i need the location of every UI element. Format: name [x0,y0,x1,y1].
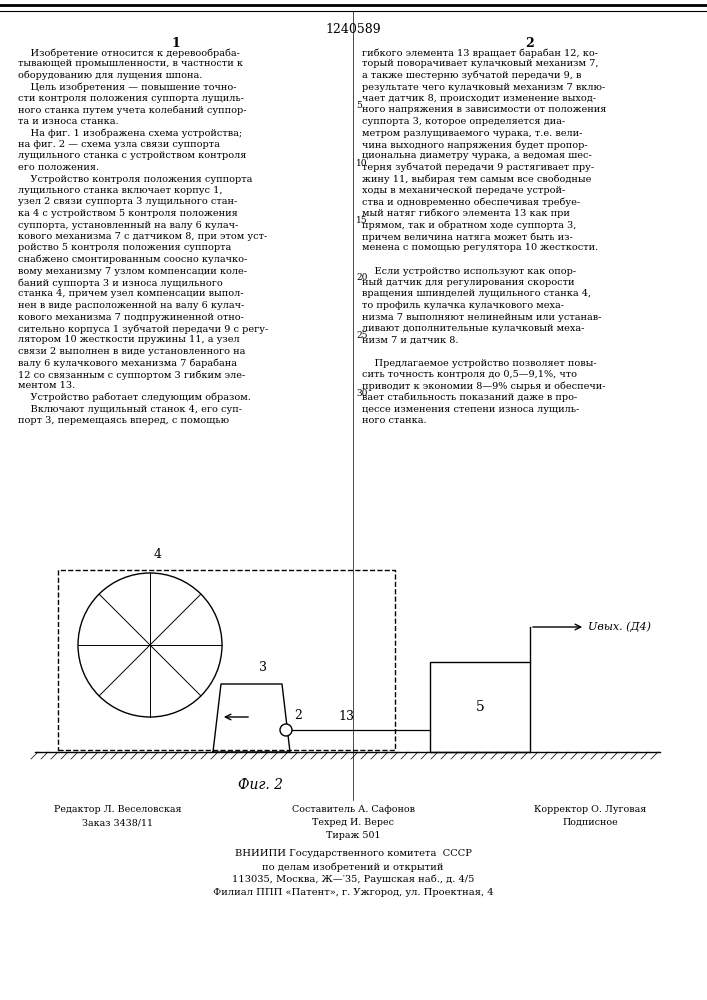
Text: а также шестерню зубчатой передачи 9, в: а также шестерню зубчатой передачи 9, в [362,71,581,81]
Text: низм 7 и датчик 8.: низм 7 и датчик 8. [362,336,459,344]
Text: метром разлущиваемого чурака, т.е. вели-: метром разлущиваемого чурака, т.е. вели- [362,128,583,137]
Text: цессе изменения степени износа лущиль-: цессе изменения степени износа лущиль- [362,404,579,414]
Text: чина выходного напряжения будет пропор-: чина выходного напряжения будет пропор- [362,140,588,149]
Text: кового механизма 7 с датчиком 8, при этом уст-: кового механизма 7 с датчиком 8, при это… [18,232,267,241]
Text: ный датчик для регулирования скорости: ный датчик для регулирования скорости [362,278,575,287]
Text: тывающей промышленности, в частности к: тывающей промышленности, в частности к [18,60,243,68]
Text: чает датчик 8, происходит изменение выход-: чает датчик 8, происходит изменение выхо… [362,94,596,103]
Text: вому механизму 7 узлом компенсации коле-: вому механизму 7 узлом компенсации коле- [18,266,247,275]
Text: низма 7 выполняют нелинейным или устанав-: низма 7 выполняют нелинейным или устанав… [362,312,602,322]
Text: 3: 3 [259,661,267,674]
Text: 25: 25 [356,331,368,340]
Text: станка 4, причем узел компенсации выпол-: станка 4, причем узел компенсации выпол- [18,290,243,298]
Text: 20: 20 [356,273,368,282]
Text: баний суппорта 3 и износа лущильного: баний суппорта 3 и износа лущильного [18,278,223,288]
Text: нен в виде расположенной на валу 6 кулач-: нен в виде расположенной на валу 6 кулач… [18,301,244,310]
Text: 1: 1 [172,37,180,50]
Text: 10: 10 [356,158,368,167]
Text: 5: 5 [476,700,484,714]
Text: ка 4 с устройством 5 контроля положения: ка 4 с устройством 5 контроля положения [18,209,238,218]
Text: 4: 4 [154,548,162,561]
Text: ства и одновременно обеспечивая требуе-: ства и одновременно обеспечивая требуе- [362,198,580,207]
Text: причем величина натяга может быть из-: причем величина натяга может быть из- [362,232,573,241]
Text: терня зубчатой передачи 9 растягивает пру-: терня зубчатой передачи 9 растягивает пр… [362,163,594,172]
Text: 12 со связанным с суппортом 3 гибким эле-: 12 со связанным с суппортом 3 гибким эле… [18,370,245,379]
Text: Тираж 501: Тираж 501 [326,831,380,840]
Text: сительно корпуса 1 зубчатой передачи 9 с регу-: сительно корпуса 1 зубчатой передачи 9 с… [18,324,268,334]
Bar [58,570,395,750]
Text: 13: 13 [338,710,354,723]
Text: 2: 2 [525,37,534,50]
Text: Предлагаемое устройство позволяет повы-: Предлагаемое устройство позволяет повы- [362,359,597,367]
Text: порт 3, перемещаясь вперед, с помощью: порт 3, перемещаясь вперед, с помощью [18,416,229,425]
Text: ливают дополнительные кулачковый меха-: ливают дополнительные кулачковый меха- [362,324,585,333]
Text: снабжено смонтированным соосно кулачко-: снабжено смонтированным соосно кулачко- [18,255,247,264]
Text: Если устройство используют как опор-: Если устройство используют как опор- [362,266,576,275]
Text: жину 11, выбирая тем самым все свободные: жину 11, выбирая тем самым все свободные [362,174,591,184]
Text: сти контроля положения суппорта лущиль-: сти контроля положения суппорта лущиль- [18,94,244,103]
Text: Uвых. (Д4): Uвых. (Д4) [588,622,651,632]
Text: ВНИИПИ Государственного комитета  СССР: ВНИИПИ Государственного комитета СССР [235,849,472,858]
Text: вращения шпинделей лущильного станка 4,: вращения шпинделей лущильного станка 4, [362,290,591,298]
Text: вает стабильность показаний даже в про-: вает стабильность показаний даже в про- [362,393,577,402]
Text: На фиг. 1 изображена схема устройства;: На фиг. 1 изображена схема устройства; [18,128,242,138]
Text: ного станка путем учета колебаний суппор-: ного станка путем учета колебаний суппор… [18,105,247,115]
Text: ходы в механической передаче устрой-: ходы в механической передаче устрой- [362,186,566,195]
Text: Устройство контроля положения суппорта: Устройство контроля положения суппорта [18,174,252,184]
Text: 2: 2 [294,709,302,722]
Text: мый натяг гибкого элемента 13 как при: мый натяг гибкого элемента 13 как при [362,209,570,219]
Text: приводит к экономии 8—9% сырья и обеспечи-: приводит к экономии 8—9% сырья и обеспеч… [362,381,605,391]
Text: кового механизма 7 подпружиненной отно-: кового механизма 7 подпружиненной отно- [18,312,244,322]
Text: сить точность контроля до 0,5—9,1%, что: сить точность контроля до 0,5—9,1%, что [362,370,577,379]
Text: Цель изобретения — повышение точно-: Цель изобретения — повышение точно- [18,83,237,92]
Text: Включают лущильный станок 4, его суп-: Включают лущильный станок 4, его суп- [18,404,242,414]
Text: суппорта 3, которое определяется диа-: суппорта 3, которое определяется диа- [362,117,565,126]
Circle shape [280,724,292,736]
Text: по делам изобретений и открытий: по делам изобретений и открытий [262,862,444,871]
Text: Техред И. Верес: Техред И. Верес [312,818,394,827]
Text: на фиг. 2 — схема узла связи суппорта: на фиг. 2 — схема узла связи суппорта [18,140,220,149]
Text: 113035, Москва, Ж—′35, Раушская наб., д. 4/5: 113035, Москва, Ж—′35, Раушская наб., д.… [232,875,474,884]
Text: гибкого элемента 13 вращает барабан 12, ко-: гибкого элемента 13 вращает барабан 12, … [362,48,598,57]
Text: лущильного станка включает корпус 1,: лущильного станка включает корпус 1, [18,186,223,195]
Text: 1240589: 1240589 [325,23,381,36]
Text: узел 2 связи суппорта 3 лущильного стан-: узел 2 связи суппорта 3 лущильного стан- [18,198,238,207]
Text: ройство 5 контроля положения суппорта: ройство 5 контроля положения суппорта [18,243,231,252]
Text: связи 2 выполнен в виде установленного на: связи 2 выполнен в виде установленного н… [18,347,245,356]
Text: торый поворачивает кулачковый механизм 7,: торый поворачивает кулачковый механизм 7… [362,60,599,68]
Text: прямом, так и обратном ходе суппорта 3,: прямом, так и обратном ходе суппорта 3, [362,221,576,230]
Text: Фиг. 2: Фиг. 2 [238,778,283,792]
Text: лущильного станка с устройством контроля: лущильного станка с устройством контроля [18,151,246,160]
Text: 15: 15 [356,216,368,225]
Text: 5: 5 [356,101,362,110]
Text: та и износа станка.: та и износа станка. [18,117,119,126]
Text: его положения.: его положения. [18,163,99,172]
Text: Изобретение относится к деревообраба-: Изобретение относится к деревообраба- [18,48,240,57]
Text: то профиль кулачка кулачкового меха-: то профиль кулачка кулачкового меха- [362,301,564,310]
Text: суппорта, установленный на валу 6 кулач-: суппорта, установленный на валу 6 кулач- [18,221,238,230]
Text: ного станка.: ного станка. [362,416,426,425]
Text: результате чего кулачковый механизм 7 вклю-: результате чего кулачковый механизм 7 вк… [362,83,605,92]
Text: Филиал ППП «Патент», г. Ужгород, ул. Проектная, 4: Филиал ППП «Патент», г. Ужгород, ул. Про… [213,888,493,897]
Text: менена с помощью регулятора 10 жесткости.: менена с помощью регулятора 10 жесткости… [362,243,598,252]
Text: ного напряжения в зависимости от положения: ного напряжения в зависимости от положен… [362,105,607,114]
Text: ментом 13.: ментом 13. [18,381,75,390]
Text: Устройство работает следующим образом.: Устройство работает следующим образом. [18,393,251,402]
Text: Заказ 3438/11: Заказ 3438/11 [83,818,153,827]
Text: циональна диаметру чурака, а ведомая шес-: циональна диаметру чурака, а ведомая шес… [362,151,592,160]
Text: Корректор О. Луговая: Корректор О. Луговая [534,805,646,814]
Text: 30: 30 [356,388,368,397]
Text: Редактор Л. Веселовская: Редактор Л. Веселовская [54,805,182,814]
Text: валу 6 кулачкового механизма 7 барабана: валу 6 кулачкового механизма 7 барабана [18,359,237,368]
Bar [430,662,530,752]
Text: Составитель А. Сафонов: Составитель А. Сафонов [291,805,414,814]
Text: лятором 10 жесткости пружины 11, а узел: лятором 10 жесткости пружины 11, а узел [18,336,240,344]
Text: Подписное: Подписное [562,818,618,827]
Text: оборудованию для лущения шпона.: оборудованию для лущения шпона. [18,71,202,81]
